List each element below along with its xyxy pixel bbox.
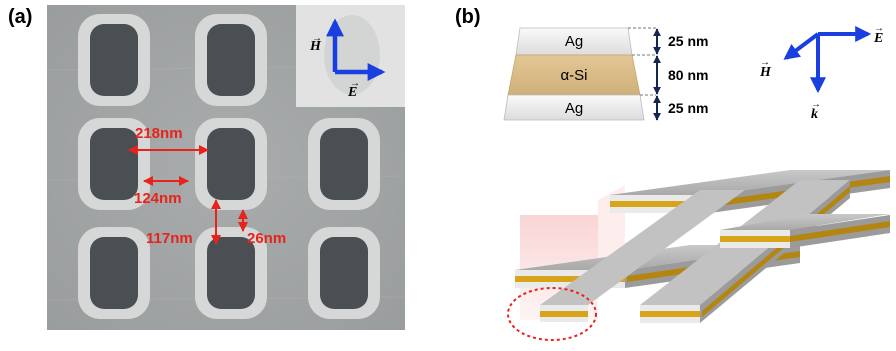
inset-e-label: E [347,85,357,100]
width-label: 218nm [135,125,183,142]
k-axis-label: k [811,107,818,122]
e-axis-label: E [873,31,883,46]
fishnet-bar-front-1 [720,214,890,248]
height-label: 117nm [146,230,193,247]
k-axis-vector-mark: → [811,99,821,110]
h-axis-label: H [759,65,772,80]
field-axes: E → H → k → [759,23,884,122]
panel-b-label: (b) [455,6,481,28]
inset-e-vector-mark: → [350,78,360,89]
sem-inset: H E → → [296,5,405,107]
hole [90,237,138,309]
top-ag-label: Ag [565,33,583,50]
bottom-thickness-label: 25 nm [668,100,708,116]
top-thickness-label: 25 nm [668,33,708,49]
cross-section-highlight [507,287,597,341]
fishnet-structure [507,170,890,341]
hole [90,24,138,96]
h-axis-arrow [783,32,820,60]
mid-thickness-label: 80 nm [668,67,708,83]
bottom-ag-layer [503,94,645,121]
hole [207,128,255,200]
sem-measurements: 218nm 124nm 117nm 26nm [128,125,286,247]
bridge-label: 26nm [247,230,286,247]
e-axis-vector-mark: → [874,23,884,34]
hole [90,128,138,200]
inset-h-label: H [309,39,322,54]
hole [320,128,368,200]
h-axis-vector-mark: → [760,57,770,68]
layer-stack: Ag α-Si Ag 25 nm 80 nm 25 nm [503,27,708,121]
sem-image: H E → → 218nm 124nm 117nm 26nm [46,5,406,330]
hole [320,237,368,309]
sem-hole-grid [78,14,380,319]
bottom-ag-label: Ag [565,100,583,117]
si-label: α-Si [560,67,587,84]
gap-label: 124nm [134,190,182,207]
hole [207,24,255,96]
hole [207,237,255,309]
inset-h-vector-mark: → [312,33,322,44]
panel-a-label: (a) [8,6,33,28]
fishnet-bar-diagonal-1 [540,190,745,322]
